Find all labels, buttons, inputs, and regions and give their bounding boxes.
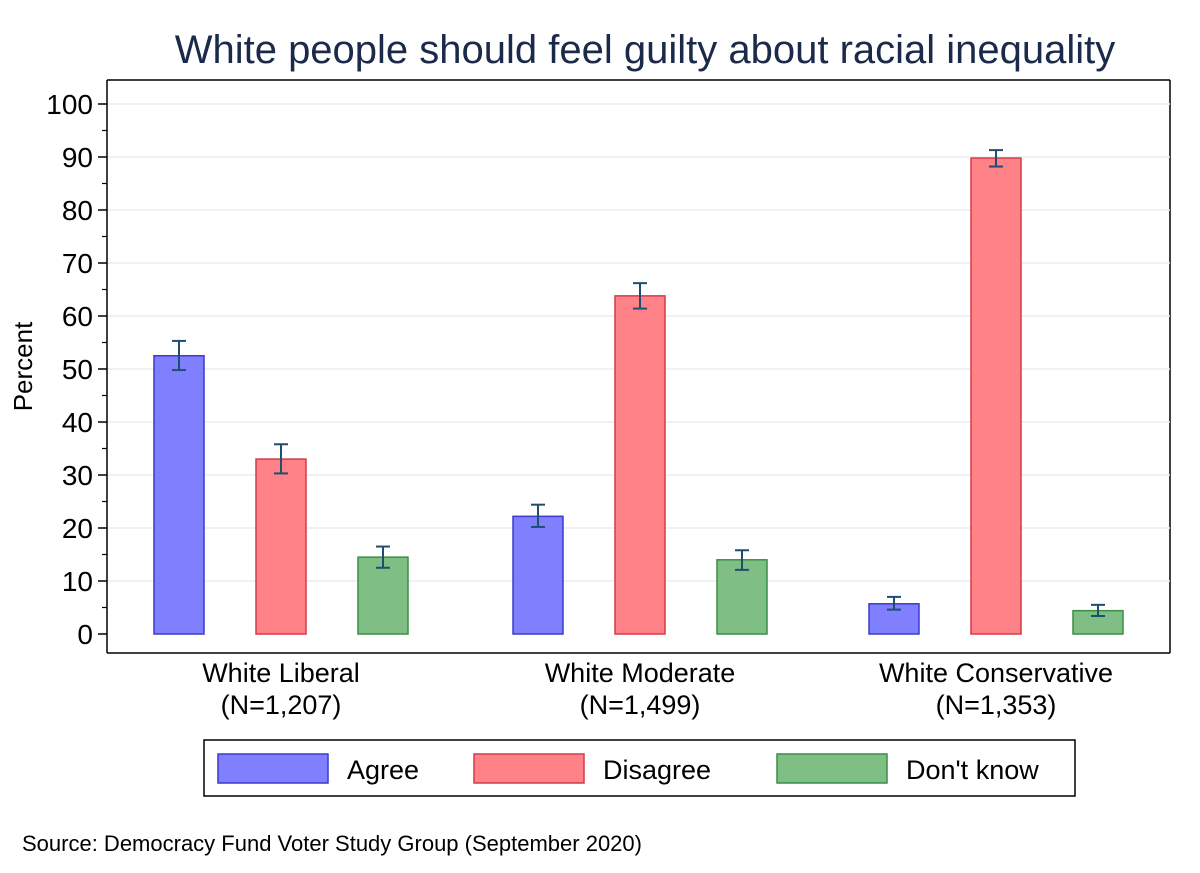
category-n-label-0: (N=1,207) — [221, 690, 342, 720]
y-tick-label-60: 60 — [62, 301, 93, 332]
bar-agree-1 — [512, 515, 564, 635]
chart-title: White people should feel guilty about ra… — [174, 28, 1116, 72]
bar-agree-0 — [153, 355, 205, 635]
legend-label-1: Disagree — [603, 755, 711, 785]
y-axis-label: Percent — [8, 321, 38, 411]
legend-swatch-2 — [776, 753, 888, 784]
bar-disagree-0 — [255, 458, 307, 635]
bar-don-t-know-1 — [716, 559, 768, 635]
y-tick-label-40: 40 — [62, 407, 93, 438]
y-tick-label-50: 50 — [62, 354, 93, 385]
source-note: Source: Democracy Fund Voter Study Group… — [22, 831, 642, 856]
category-label-0: White Liberal — [202, 658, 360, 688]
legend-label-2: Don't know — [906, 755, 1039, 785]
y-tick-label-30: 30 — [62, 460, 93, 491]
legend-label-0: Agree — [347, 755, 419, 785]
category-label-2: White Conservative — [879, 658, 1113, 688]
legend-swatch-1 — [473, 753, 585, 784]
category-n-label-1: (N=1,499) — [580, 690, 701, 720]
y-tick-label-0: 0 — [77, 619, 93, 650]
y-tick-label-90: 90 — [62, 142, 93, 173]
bar-disagree-1 — [614, 295, 666, 635]
y-tick-label-70: 70 — [62, 248, 93, 279]
y-tick-label-80: 80 — [62, 195, 93, 226]
category-label-1: White Moderate — [545, 658, 736, 688]
y-tick-label-10: 10 — [62, 566, 93, 597]
legend-box — [203, 739, 1076, 797]
bar-disagree-2 — [970, 157, 1022, 635]
y-tick-label-100: 100 — [46, 89, 93, 120]
legend-swatch-0 — [217, 753, 329, 784]
y-tick-label-20: 20 — [62, 513, 93, 544]
category-n-label-2: (N=1,353) — [936, 690, 1057, 720]
